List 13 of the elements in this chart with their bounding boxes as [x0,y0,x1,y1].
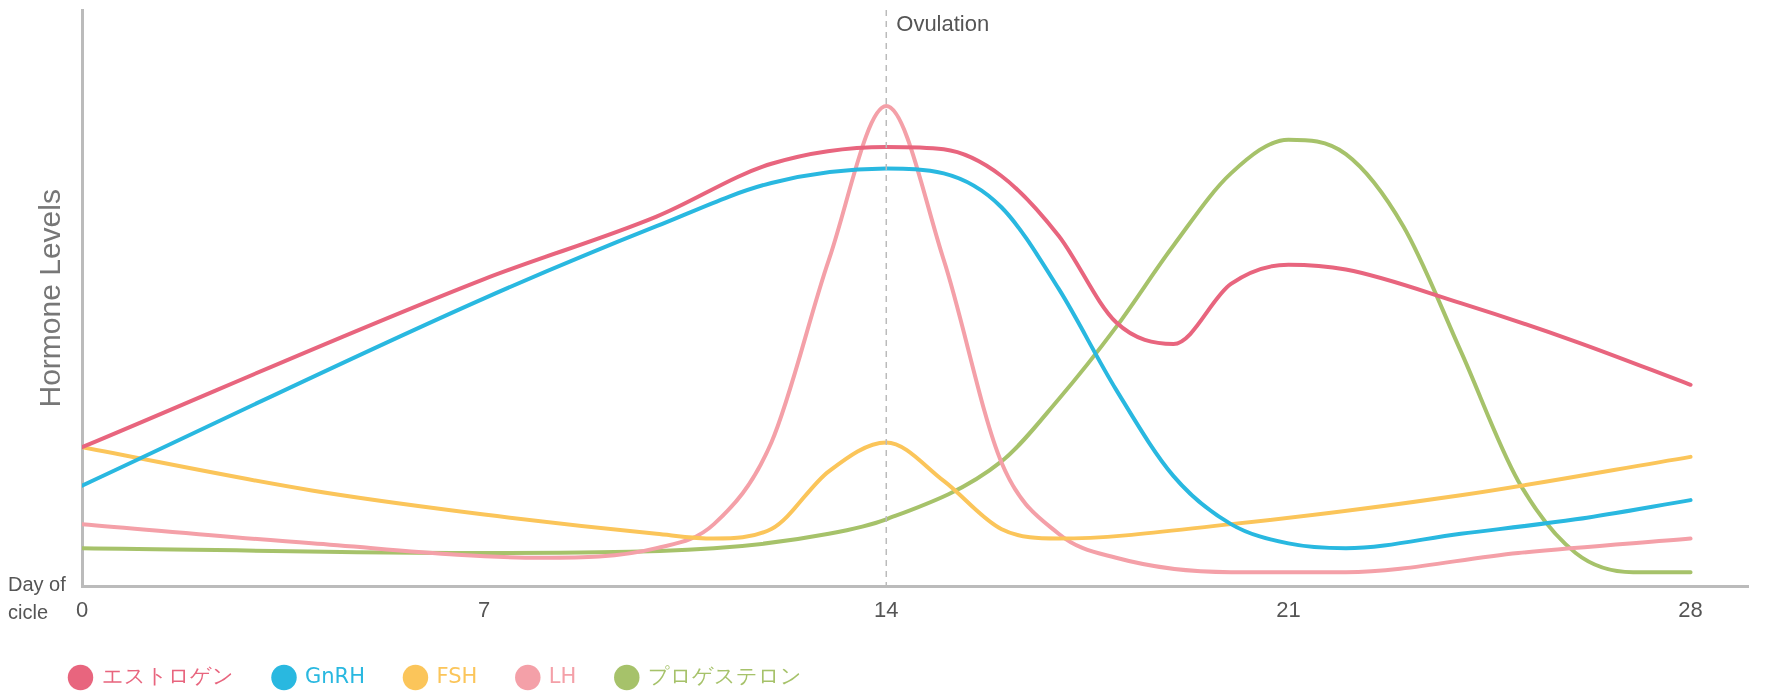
x-tick-label: 7 [478,596,491,622]
x-tick-label: 14 [874,596,899,622]
legend-label: FSH [436,663,478,688]
x-tick-label: 21 [1276,596,1301,622]
legend-label: エストロゲン [101,663,234,688]
legend-label: GnRH [305,663,365,688]
legend-label: プロゲステロン [647,663,802,688]
y-axis-title: Hormone Levels [33,189,67,408]
x-tick-label: 0 [75,596,89,622]
x-axis-title: Day of cicle [8,573,66,623]
ref-line-label: Ovulation [896,11,990,37]
x-tick-label: 28 [1678,596,1703,622]
legend-label: LH [548,663,577,688]
